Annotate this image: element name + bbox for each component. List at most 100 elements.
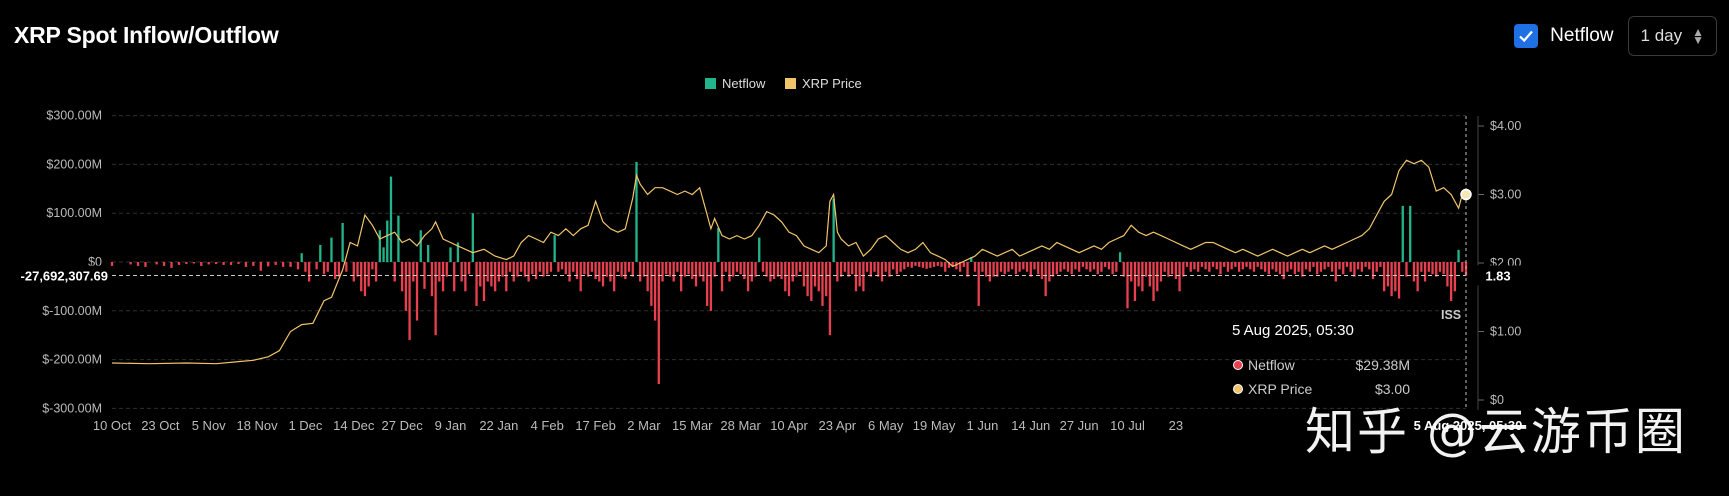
netflow-bar[interactable]	[1185, 262, 1189, 267]
netflow-bar[interactable]	[307, 262, 311, 282]
netflow-bar[interactable]	[274, 262, 277, 265]
netflow-bar[interactable]	[110, 262, 114, 266]
netflow-bar[interactable]	[404, 262, 408, 311]
netflow-bar[interactable]	[1290, 262, 1293, 270]
netflow-bar[interactable]	[977, 262, 980, 306]
netflow-bar[interactable]	[1330, 262, 1334, 272]
netflow-bar[interactable]	[162, 262, 166, 266]
netflow-bar[interactable]	[1111, 262, 1114, 275]
netflow-bar[interactable]	[326, 262, 329, 272]
netflow-bar[interactable]	[765, 262, 768, 277]
netflow-bar[interactable]	[281, 262, 285, 267]
netflow-bar[interactable]	[1237, 262, 1241, 272]
netflow-bar[interactable]	[542, 262, 545, 277]
netflow-bar[interactable]	[1312, 262, 1315, 267]
netflow-bar[interactable]	[858, 262, 861, 287]
netflow-bar[interactable]	[1126, 262, 1129, 309]
netflow-bar[interactable]	[237, 262, 240, 264]
netflow-bar[interactable]	[441, 262, 445, 292]
netflow-bar[interactable]	[1040, 262, 1044, 280]
netflow-bar[interactable]	[672, 262, 675, 282]
netflow-bar[interactable]	[880, 262, 884, 282]
netflow-bar[interactable]	[694, 262, 698, 287]
netflow-bar[interactable]	[1059, 262, 1062, 272]
netflow-bar[interactable]	[925, 262, 928, 269]
netflow-bar[interactable]	[304, 262, 307, 272]
netflow-bar[interactable]	[1293, 262, 1297, 275]
netflow-bar[interactable]	[564, 262, 567, 275]
netflow-bar[interactable]	[854, 262, 858, 292]
netflow-bar[interactable]	[1453, 262, 1456, 292]
netflow-bar[interactable]	[516, 262, 519, 277]
netflow-bar[interactable]	[501, 262, 504, 277]
netflow-bar[interactable]	[1215, 262, 1218, 270]
netflow-bar[interactable]	[624, 262, 627, 280]
netflow-bar[interactable]	[1241, 262, 1244, 270]
netflow-bar[interactable]	[1197, 262, 1200, 272]
netflow-bar[interactable]	[806, 262, 809, 297]
netflow-bar[interactable]	[1077, 262, 1081, 272]
netflow-bar[interactable]	[568, 262, 571, 282]
netflow-bar[interactable]	[1070, 262, 1073, 275]
netflow-bar[interactable]	[560, 262, 564, 270]
netflow-bar[interactable]	[888, 262, 891, 277]
netflow-bar[interactable]	[378, 230, 381, 262]
netflow-bar[interactable]	[873, 262, 876, 272]
netflow-bar[interactable]	[892, 262, 895, 270]
netflow-bar[interactable]	[616, 262, 620, 272]
netflow-bar[interactable]	[1431, 262, 1434, 275]
netflow-bar[interactable]	[1063, 262, 1066, 270]
netflow-bar[interactable]	[1409, 205, 1412, 262]
netflow-bar[interactable]	[252, 262, 255, 266]
netflow-bar[interactable]	[412, 262, 415, 282]
netflow-bar[interactable]	[613, 262, 616, 292]
netflow-bar[interactable]	[371, 262, 374, 270]
netflow-bar[interactable]	[1044, 262, 1047, 297]
netflow-bar[interactable]	[341, 222, 344, 262]
netflow-bar[interactable]	[706, 262, 709, 306]
netflow-bar[interactable]	[732, 262, 735, 277]
netflow-bar[interactable]	[1211, 262, 1215, 267]
netflow-bar[interactable]	[334, 262, 337, 280]
netflow-bar[interactable]	[185, 262, 188, 264]
netflow-bar[interactable]	[527, 262, 530, 282]
netflow-bar[interactable]	[586, 262, 590, 277]
netflow-bar[interactable]	[970, 257, 973, 262]
netflow-bar[interactable]	[244, 262, 248, 267]
netflow-bar[interactable]	[360, 262, 363, 292]
netflow-bar[interactable]	[1461, 262, 1464, 272]
netflow-bar[interactable]	[679, 262, 683, 292]
netflow-bar[interactable]	[1412, 262, 1416, 282]
netflow-bar[interactable]	[1208, 262, 1211, 272]
netflow-bar[interactable]	[427, 244, 430, 262]
netflow-bar[interactable]	[467, 262, 471, 275]
netflow-bar[interactable]	[1371, 262, 1375, 280]
netflow-bar[interactable]	[877, 262, 880, 277]
netflow-bar[interactable]	[1334, 262, 1337, 282]
netflow-bar[interactable]	[1055, 262, 1058, 275]
netflow-bar[interactable]	[512, 262, 515, 282]
netflow-bar[interactable]	[1249, 262, 1252, 270]
netflow-bar[interactable]	[929, 262, 932, 268]
netflow-bar[interactable]	[813, 262, 817, 287]
netflow-bar[interactable]	[772, 262, 776, 280]
netflow-bar[interactable]	[300, 253, 303, 262]
netflow-bar[interactable]	[1282, 262, 1285, 280]
netflow-bar[interactable]	[1018, 262, 1021, 272]
netflow-bar[interactable]	[144, 262, 147, 267]
netflow-bar[interactable]	[947, 262, 951, 268]
netflow-bar[interactable]	[921, 262, 925, 268]
netflow-bar[interactable]	[1025, 262, 1029, 272]
netflow-bar[interactable]	[932, 262, 936, 267]
netflow-bar[interactable]	[1234, 262, 1237, 267]
netflow-bar[interactable]	[177, 262, 181, 265]
netflow-bar[interactable]	[400, 262, 404, 292]
netflow-bar[interactable]	[1438, 262, 1442, 272]
netflow-bar[interactable]	[482, 262, 486, 302]
netflow-bar[interactable]	[1089, 262, 1092, 272]
netflow-bar[interactable]	[200, 262, 203, 266]
netflow-bar[interactable]	[1081, 262, 1085, 267]
netflow-bar[interactable]	[1167, 262, 1170, 277]
netflow-bar[interactable]	[553, 235, 556, 262]
netflow-bar[interactable]	[1223, 262, 1226, 267]
